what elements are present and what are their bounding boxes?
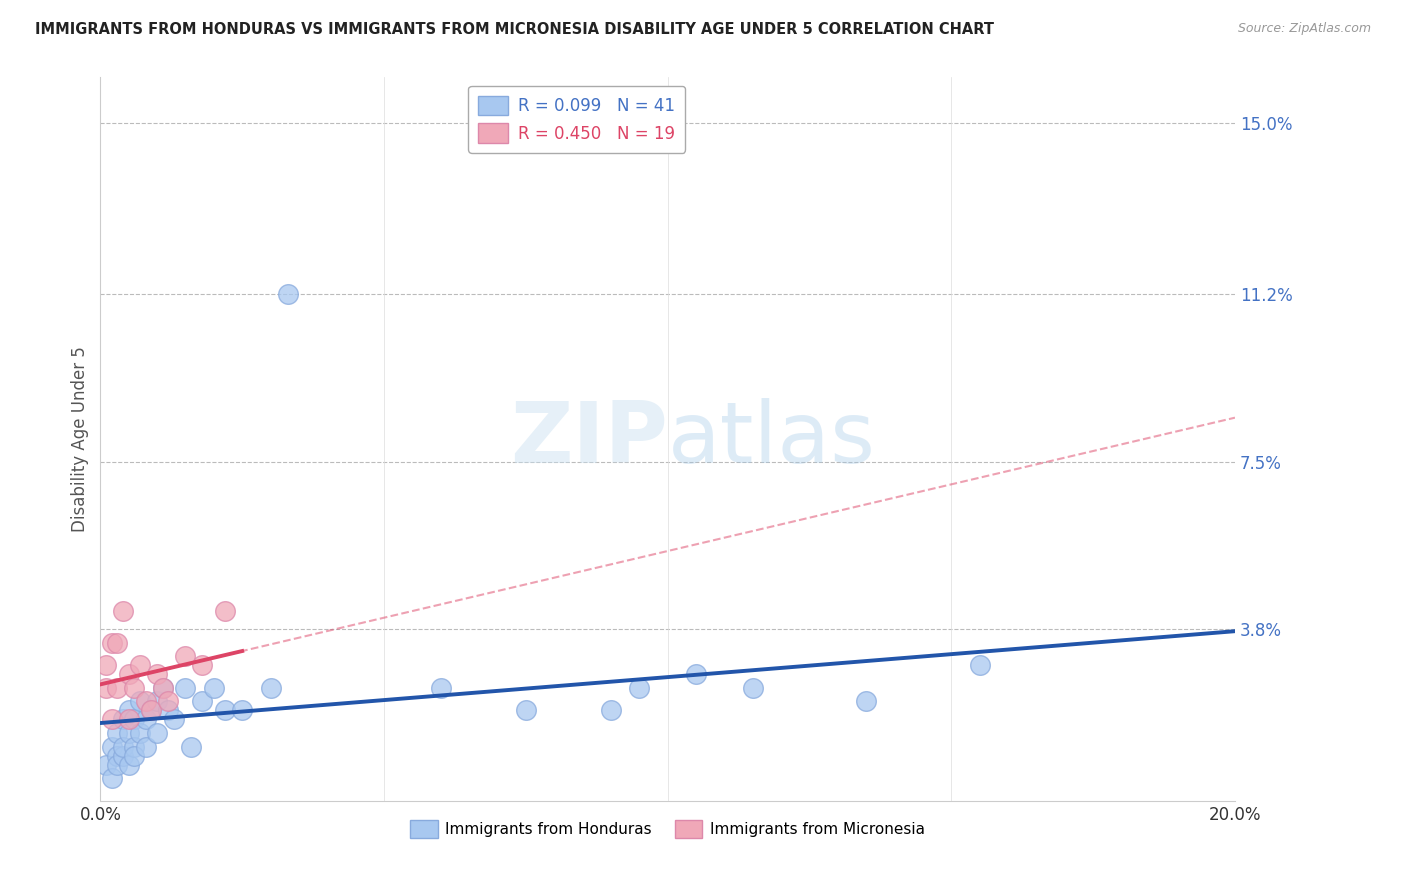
Point [135,739,157,754]
Point [100,772,122,786]
Point [141,703,163,717]
Point [628,681,651,695]
Legend: Immigrants from Honduras, Immigrants from Micronesia: Immigrants from Honduras, Immigrants fro… [404,814,931,844]
Point [100,739,122,754]
Point [118,713,141,727]
Point [124,713,146,727]
Point [157,694,180,708]
Point [124,681,146,695]
Point [214,703,236,717]
Point [163,713,186,727]
Point [277,287,299,301]
Text: Source: ZipAtlas.com: Source: ZipAtlas.com [1237,22,1371,36]
Point [129,726,152,740]
Text: atlas: atlas [668,398,876,481]
Point [152,681,174,695]
Point [112,604,135,618]
Point [685,667,707,681]
Point [855,694,877,708]
Point [105,726,128,740]
Point [191,694,214,708]
Point [94,681,117,695]
Point [124,739,146,754]
Point [129,658,152,673]
Point [174,649,197,664]
Point [174,681,197,695]
Point [969,658,991,673]
Point [152,681,174,695]
Point [429,681,451,695]
Point [600,703,623,717]
Point [105,681,128,695]
Point [259,681,281,695]
Point [129,694,152,708]
Point [118,667,141,681]
Point [146,694,169,708]
Text: ZIP: ZIP [510,398,668,481]
Point [157,703,180,717]
Point [112,713,135,727]
Y-axis label: Disability Age Under 5: Disability Age Under 5 [72,346,89,533]
Point [191,658,214,673]
Point [118,726,141,740]
Point [105,748,128,763]
Text: IMMIGRANTS FROM HONDURAS VS IMMIGRANTS FROM MICRONESIA DISABILITY AGE UNDER 5 CO: IMMIGRANTS FROM HONDURAS VS IMMIGRANTS F… [35,22,994,37]
Point [231,703,253,717]
Point [146,667,169,681]
Point [100,635,122,649]
Point [135,694,157,708]
Point [118,757,141,772]
Point [124,748,146,763]
Point [180,739,202,754]
Point [214,604,236,618]
Point [94,658,117,673]
Point [141,703,163,717]
Point [105,757,128,772]
Point [105,635,128,649]
Point [112,739,135,754]
Point [112,748,135,763]
Point [202,681,225,695]
Point [135,713,157,727]
Point [118,703,141,717]
Point [100,713,122,727]
Point [94,757,117,772]
Point [146,726,169,740]
Point [515,703,537,717]
Point [741,681,763,695]
